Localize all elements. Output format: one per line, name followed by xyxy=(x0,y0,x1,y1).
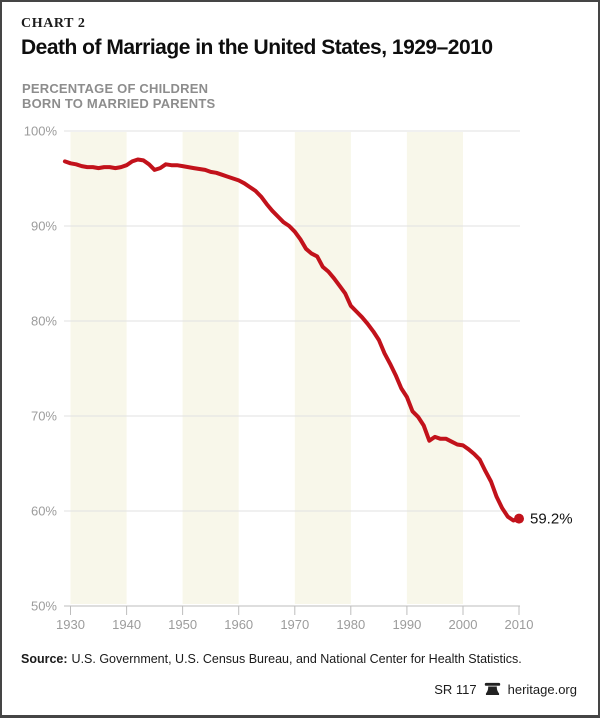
decade-band xyxy=(294,132,351,604)
decade-band xyxy=(406,132,463,604)
chart-number: CHART 2 xyxy=(21,16,86,31)
report-number: SR 117 xyxy=(434,682,477,697)
y-tick-label: 70% xyxy=(31,409,57,424)
x-tick-label: 2010 xyxy=(505,617,534,632)
y-tick-label: 50% xyxy=(31,599,57,614)
source-label: Source: xyxy=(21,652,68,666)
decade-band xyxy=(70,132,127,604)
y-axis-title-line1: PERCENTAGE OF CHILDREN xyxy=(22,81,209,96)
x-tick-label: 2000 xyxy=(449,617,478,632)
x-tick-label: 1980 xyxy=(336,617,365,632)
source-text: U.S. Government, U.S. Census Bureau, and… xyxy=(71,652,522,666)
liberty-bell-icon xyxy=(484,682,500,696)
x-tick-label: 1930 xyxy=(56,617,85,632)
y-tick-label: 90% xyxy=(31,219,57,234)
footer-branding: SR 117 heritage.org xyxy=(434,682,577,697)
x-tick-label: 1960 xyxy=(224,617,253,632)
source-note: Source: U.S. Government, U.S. Census Bure… xyxy=(21,652,522,666)
data-line xyxy=(62,157,521,523)
decade-band xyxy=(182,132,239,604)
x-tick-label: 1950 xyxy=(168,617,197,632)
x-tick-label: 1970 xyxy=(280,617,309,632)
x-tick-label: 1940 xyxy=(112,617,141,632)
page-title: Death of Marriage in the United States, … xyxy=(21,36,493,59)
y-axis-title-line2: BORN TO MARRIED PARENTS xyxy=(22,96,216,111)
y-axis-title: PERCENTAGE OF CHILDREN BORN TO MARRIED P… xyxy=(22,81,215,111)
x-tick-label: 1990 xyxy=(392,617,421,632)
y-tick-label: 100% xyxy=(24,124,58,139)
y-tick-label: 80% xyxy=(31,314,57,329)
end-point-label: 59.2% xyxy=(530,511,573,528)
y-tick-label: 60% xyxy=(31,504,57,519)
brand-url: heritage.org xyxy=(507,682,577,697)
end-point-marker xyxy=(514,513,524,524)
